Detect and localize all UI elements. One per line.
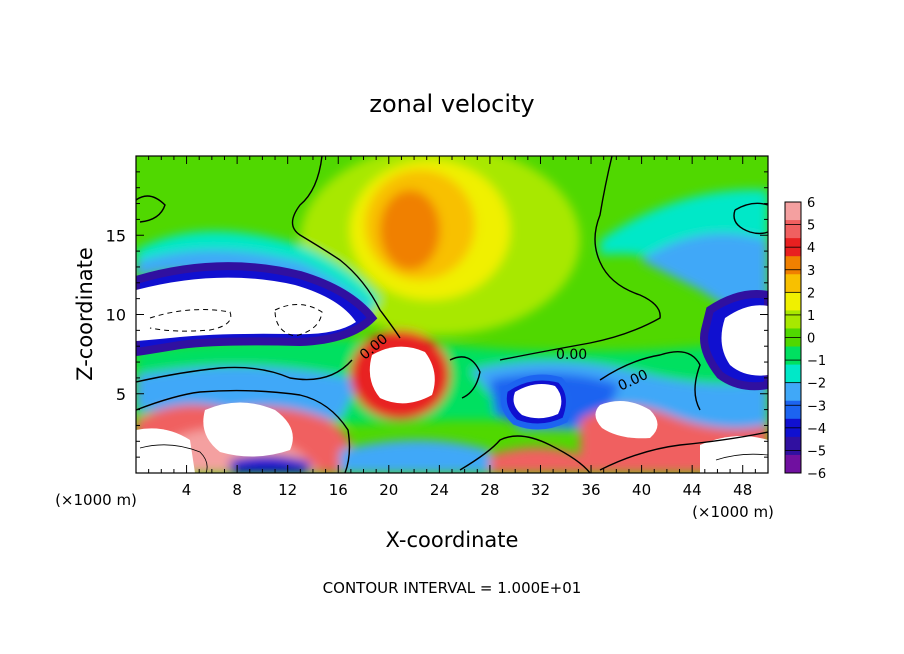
colorbar-tick-label: 1 — [807, 309, 815, 324]
x-tick-label: 48 — [733, 481, 752, 499]
y-axis-label: Z-coordinate — [73, 247, 97, 381]
x-tick-label: 8 — [232, 481, 242, 499]
contour-label: 0.00 — [556, 347, 587, 363]
colorbar-swatch — [785, 310, 801, 329]
colorbar-swatch — [785, 454, 801, 474]
colorbar-tick-label: −1 — [807, 354, 826, 369]
y-tick-label: 5 — [116, 385, 126, 404]
colorbar-swatch — [785, 346, 801, 366]
x-tick-label: 44 — [683, 481, 702, 499]
x-tick-label: 24 — [430, 481, 449, 499]
x-tick-label: 4 — [182, 481, 192, 499]
colorbar-tick-label: 3 — [807, 264, 815, 279]
colorbar-swatch — [785, 382, 801, 402]
velocity-field — [136, 156, 768, 473]
colorbar-swatch — [785, 292, 801, 311]
y-tick-label: 10 — [106, 306, 126, 325]
contour-interval-note: CONTOUR INTERVAL = 1.000E+01 — [323, 579, 582, 597]
x-tick-label: 36 — [581, 481, 600, 499]
x-tick-label: 40 — [632, 481, 651, 499]
colorbar-swatch — [785, 256, 801, 275]
colorbar-tick-label: 2 — [807, 286, 815, 301]
colorbar-tick-label: 5 — [807, 219, 815, 234]
colorbar-swatch — [785, 364, 801, 384]
colorbar-swatch — [785, 274, 801, 293]
x-tick-label: 32 — [531, 481, 550, 499]
colorbar-tick-label: −4 — [807, 422, 826, 437]
colorbar-tick-label: 4 — [807, 241, 815, 256]
colorbar-swatch — [785, 220, 801, 239]
x-axis-label: X-coordinate — [386, 528, 519, 552]
colorbar-tick-label: 6 — [807, 196, 815, 211]
x-tick-label: 12 — [278, 481, 297, 499]
colorbar-swatch — [785, 202, 801, 221]
colorbar-tick-label: −6 — [807, 467, 826, 482]
y-tick-label: 15 — [106, 226, 126, 245]
colorbar-tick-label: 0 — [807, 332, 815, 347]
x-axis: 4 8 12 16 20 24 28 32 36 40 44 48 — [148, 156, 756, 499]
x-tick-label: 28 — [480, 481, 499, 499]
x-unit-label-right: (×1000 m) — [692, 503, 774, 521]
colorbar-swatch — [785, 436, 801, 456]
colorbar-tick-label: −5 — [807, 444, 826, 459]
colorbar-tick-label: −2 — [807, 377, 826, 392]
colorbar-swatch — [785, 400, 801, 420]
y-axis: 5 10 15 — [106, 171, 768, 458]
chart-title: zonal velocity — [369, 90, 534, 118]
colorbar-tick-label: −3 — [807, 399, 826, 414]
x-tick-label: 16 — [329, 481, 348, 499]
x-tick-label: 20 — [379, 481, 398, 499]
x-unit-label-left: (×1000 m) — [55, 491, 137, 509]
colorbar: 6 5 4 3 2 1 0 −1 −2 −3 −4 −5 −6 — [784, 196, 826, 482]
